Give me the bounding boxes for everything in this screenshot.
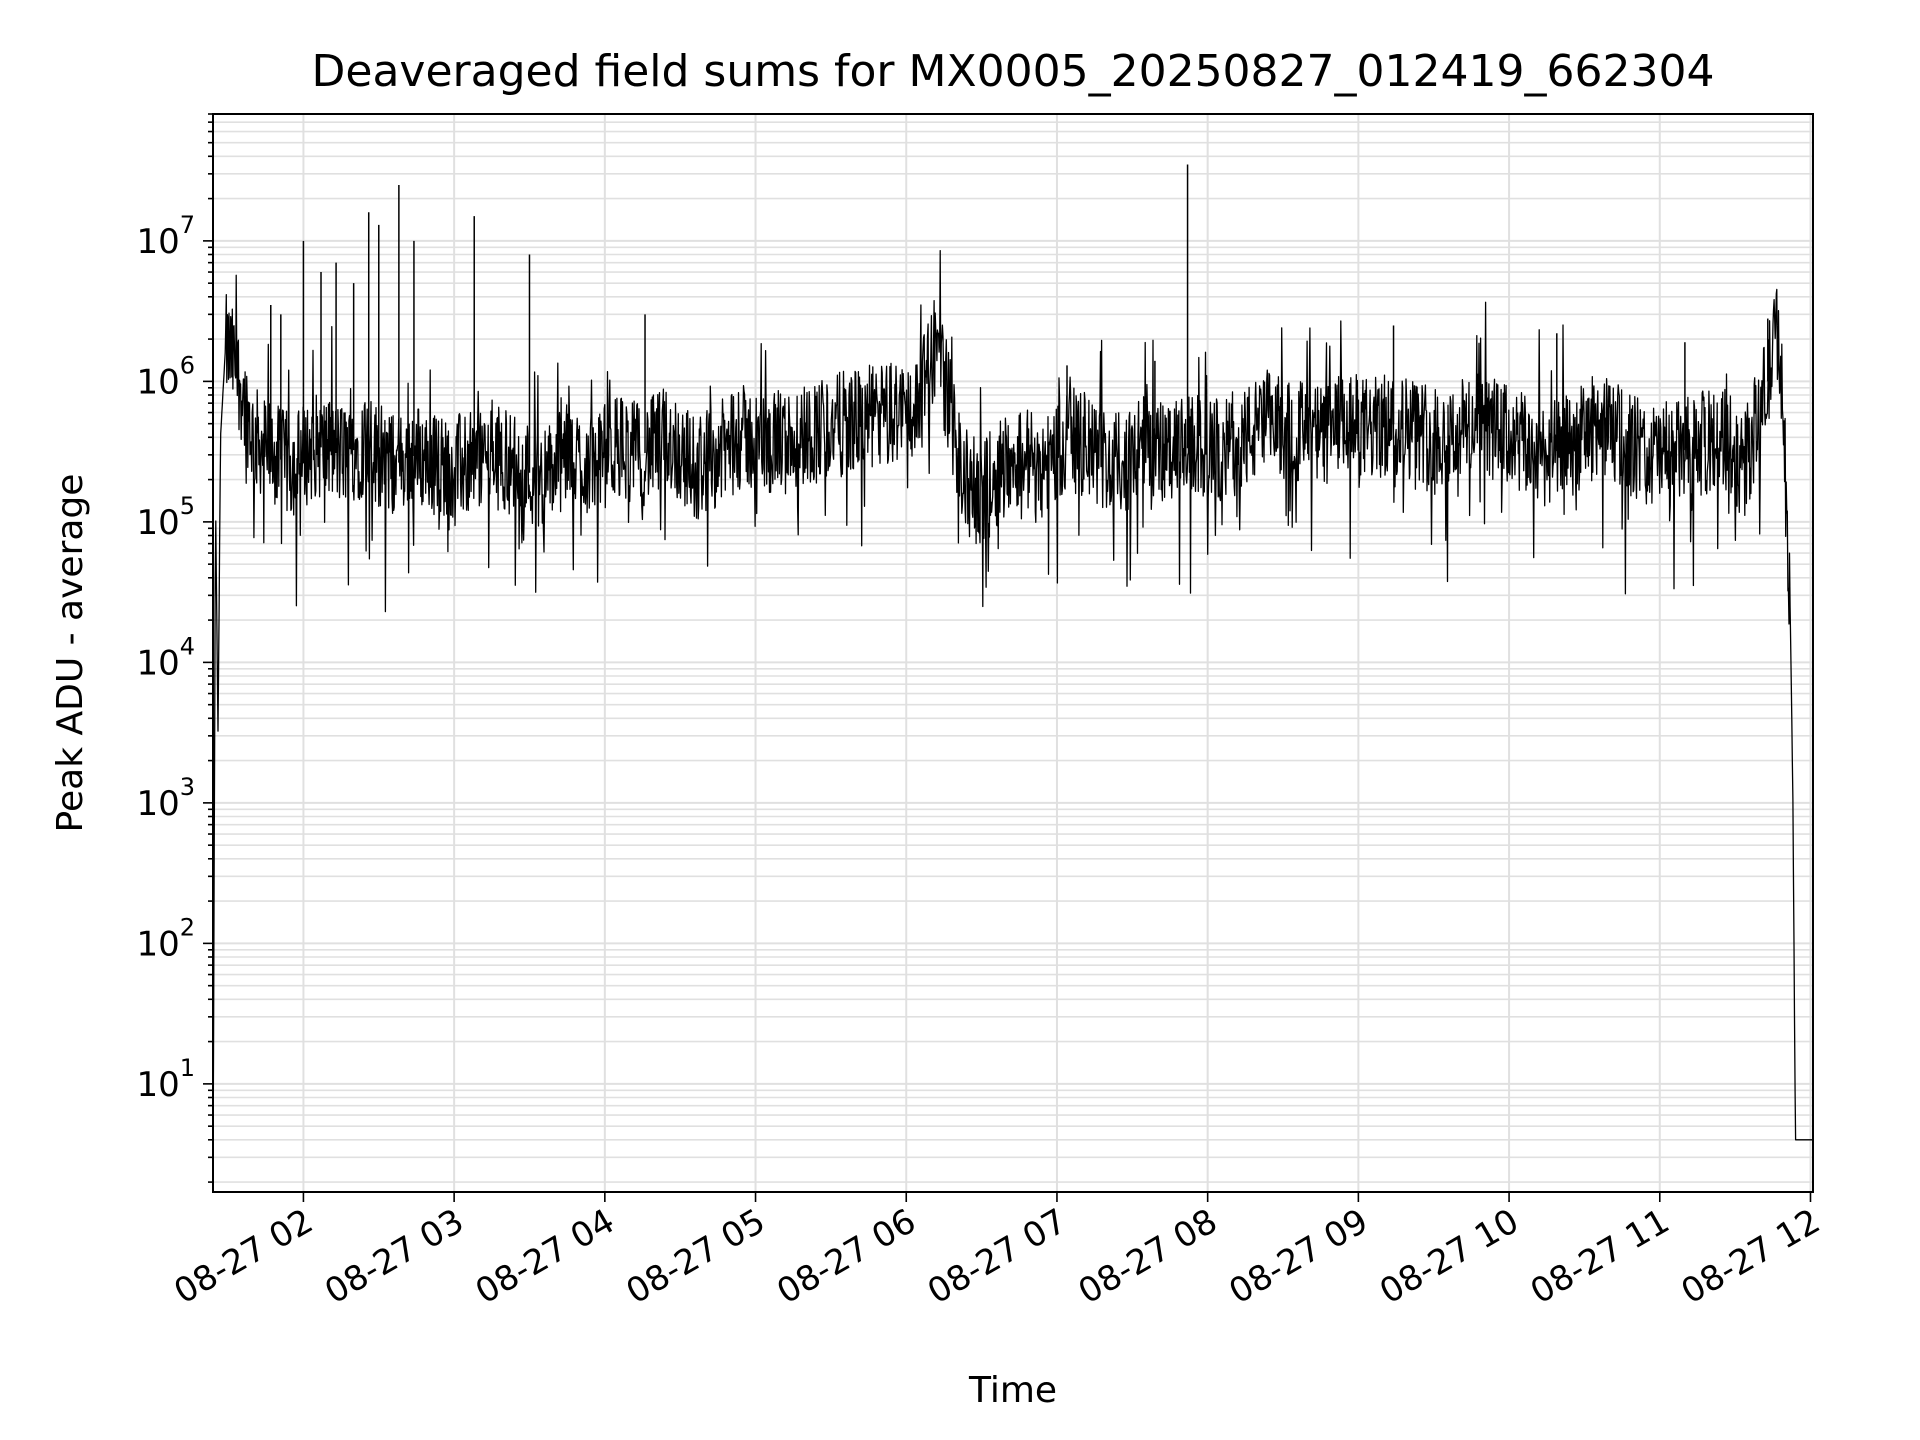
x-tick-label: 08-27 02 [168,1201,320,1312]
y-tick-exponent: 2 [180,913,195,941]
x-tick-label: 08-27 04 [469,1201,621,1312]
series-line [212,249,1813,1183]
y-tick-base: 10 [136,503,179,543]
y-tick-exponent: 5 [180,492,195,520]
y-tick-base: 10 [136,643,179,683]
y-tick-label: 105 [136,492,195,543]
x-tick-label: 08-27 06 [770,1201,922,1312]
y-tick-base: 10 [136,222,179,262]
y-tick-base: 10 [136,784,179,824]
y-tick-base: 10 [136,362,179,402]
y-tick-label: 106 [136,351,195,402]
plot-frame [212,113,1814,1193]
y-tick-exponent: 4 [180,632,195,660]
x-tick-label: 08-27 07 [921,1201,1073,1312]
grid-lines [213,113,1813,1192]
y-tick-label: 104 [136,632,195,683]
x-tick-label: 08-27 09 [1222,1201,1374,1312]
x-tick-label: 08-27 10 [1373,1201,1525,1312]
x-tick-label: 08-27 05 [620,1201,772,1312]
y-tick-label: 101 [136,1054,195,1105]
x-axis-label: Time [968,1370,1057,1411]
x-tick-label: 08-27 08 [1072,1201,1224,1312]
y-tick-exponent: 7 [180,211,195,239]
x-tick-label: 08-27 12 [1675,1201,1827,1312]
y-tick-label: 102 [136,913,195,964]
y-tick-base: 10 [136,1065,179,1105]
y-tick-exponent: 1 [180,1054,195,1082]
y-tick-base: 10 [136,924,179,964]
y-axis-label: Peak ADU - average [50,474,91,833]
x-tick-label: 08-27 03 [318,1201,470,1312]
chart-title: Deaveraged field sums for MX0005_2025082… [312,46,1715,97]
y-tick-label: 103 [136,773,195,824]
y-tick-exponent: 6 [180,351,195,379]
x-tick-label: 08-27 11 [1524,1201,1676,1312]
y-tick-label: 107 [136,211,195,262]
series-layer [212,164,1813,1183]
y-tick-exponent: 3 [180,773,195,801]
